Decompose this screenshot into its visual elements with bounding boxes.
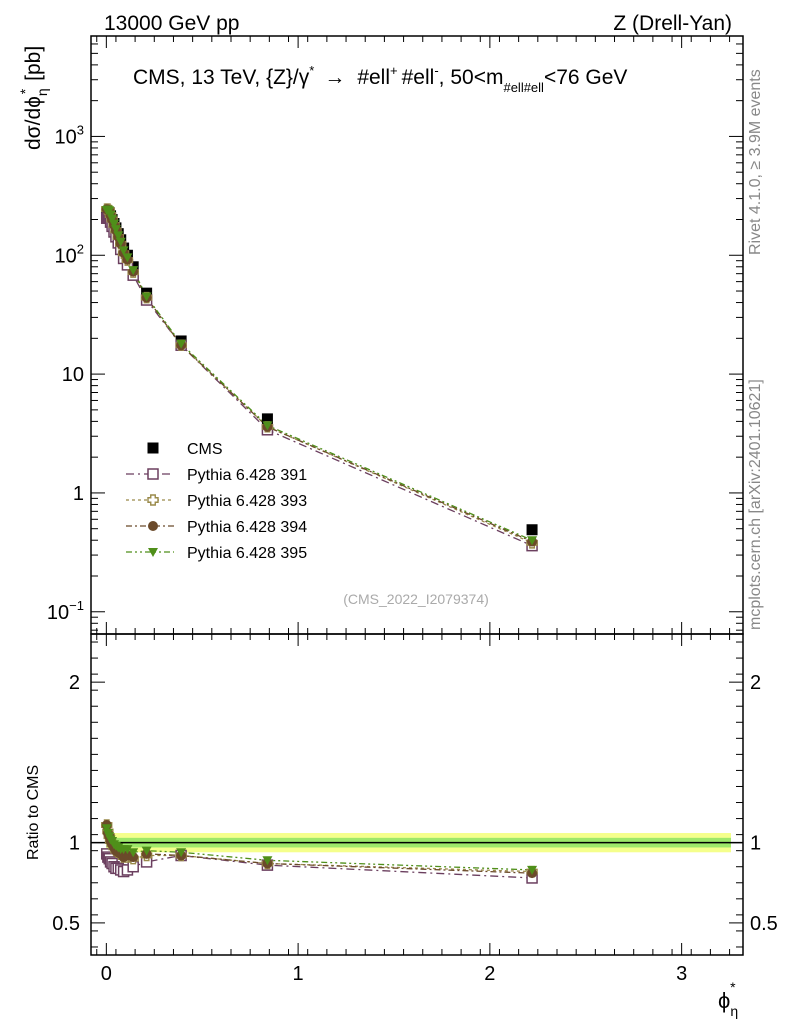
plot-title-l1sup: + bbox=[390, 63, 398, 78]
ylabel-top-main: dσ/dϕ bbox=[22, 96, 45, 150]
header-right: Z (Drell-Yan) bbox=[613, 12, 732, 35]
point-p395 bbox=[122, 253, 133, 263]
y-tick-label: 10 bbox=[62, 364, 84, 386]
point-p395 bbox=[110, 225, 121, 235]
ylabel-bottom: Ratio to CMS bbox=[25, 765, 42, 860]
ylabel-top-unit: [pb] bbox=[22, 46, 45, 81]
ratio-point-p395 bbox=[122, 845, 133, 855]
ratio-point-p395 bbox=[128, 848, 139, 858]
xlabel-main: ϕ bbox=[718, 988, 730, 1013]
plot-title-mass-sub: #ell#ell bbox=[503, 80, 544, 95]
y-tick-label: 102 bbox=[55, 241, 84, 267]
point-p395 bbox=[109, 219, 120, 229]
xlabel-sub: η bbox=[730, 1003, 738, 1019]
ratio-tick-label: 2 bbox=[69, 672, 80, 694]
plot-title-mass-b: <76 GeV bbox=[544, 66, 627, 89]
legend-marker-p395 bbox=[148, 548, 158, 557]
ratio-tick-label: 0.5 bbox=[52, 913, 80, 935]
legend-marker-p393 bbox=[147, 494, 159, 506]
point-p395 bbox=[113, 231, 124, 241]
ratio-point-p395 bbox=[141, 846, 152, 856]
watermark: (CMS_2022_I2079374) bbox=[343, 591, 489, 607]
ratio-point-p395 bbox=[527, 865, 538, 875]
ylabel-top-sub: η bbox=[34, 88, 50, 96]
x-tick-label: 0 bbox=[101, 963, 112, 985]
point-p395 bbox=[115, 237, 126, 247]
point-p395 bbox=[527, 536, 538, 546]
legend-label-p391: Pythia 6.428 391 bbox=[187, 467, 307, 484]
series-line-p391 bbox=[106, 216, 533, 547]
series-line-p394 bbox=[106, 208, 533, 543]
bottom-frame bbox=[90, 633, 744, 956]
plot-title-mass-a: , 50<m bbox=[439, 66, 504, 89]
series-line-p395 bbox=[106, 208, 533, 541]
legend-marker-p394 bbox=[148, 521, 158, 531]
legend: CMS Pythia 6.428 391 Pythia 6.428 393 Pythi… bbox=[126, 441, 307, 562]
point-CMS bbox=[261, 413, 273, 425]
legend-marker-p391 bbox=[147, 468, 159, 480]
legend-label-p393: Pythia 6.428 393 bbox=[187, 493, 307, 510]
point-CMS bbox=[526, 524, 538, 536]
ylabel-top-sup: * bbox=[17, 88, 33, 94]
ratio-tick-label-right: 2 bbox=[750, 672, 761, 694]
plot-title: CMS, 13 TeV, {Z}/γ* → #ell+ #ell-, 50<m#ell… bbox=[133, 63, 627, 95]
plot-title-main: CMS, 13 TeV, {Z}/γ bbox=[133, 66, 310, 89]
xlabel-sup: * bbox=[730, 979, 736, 995]
ratio-tick-label: 1 bbox=[69, 833, 80, 855]
ratio-tick-label-right: 1 bbox=[750, 833, 761, 855]
plot-title-l1: #ell bbox=[357, 66, 390, 89]
ylabel-top: dσ/dϕη* [pb] bbox=[17, 46, 50, 150]
plot-title-l2: #ell bbox=[402, 66, 435, 89]
ratio-panel bbox=[91, 833, 743, 853]
point-p395 bbox=[128, 266, 139, 276]
y-tick-label: 103 bbox=[55, 122, 84, 148]
y-tick-label: 1 bbox=[73, 483, 84, 505]
legend-label-p394: Pythia 6.428 394 bbox=[187, 519, 307, 536]
legend-label-p395: Pythia 6.428 395 bbox=[187, 545, 307, 562]
point-p395 bbox=[176, 339, 187, 349]
y-tick-label: 10−1 bbox=[47, 598, 84, 624]
ratio-point-p395 bbox=[262, 856, 273, 866]
point-p395 bbox=[141, 292, 152, 302]
plot-title-star: * bbox=[309, 63, 314, 78]
plot-title-l2sup: - bbox=[434, 63, 438, 78]
legend-marker-CMS bbox=[147, 442, 159, 454]
ratio-tick-label-right: 0.5 bbox=[750, 913, 778, 935]
ratio-point-p395 bbox=[176, 848, 187, 858]
x-tick-label: 1 bbox=[293, 963, 304, 985]
x-tick-label: 2 bbox=[484, 963, 495, 985]
rivet-label: Rivet 4.1.0, ≥ 3.9M events bbox=[747, 69, 764, 255]
header-left: 13000 GeV pp bbox=[104, 12, 239, 35]
ratio-point-p395 bbox=[101, 824, 112, 834]
plot-title-arrow: → bbox=[324, 66, 345, 89]
legend-label-CMS: CMS bbox=[187, 441, 223, 458]
series-line-p393 bbox=[106, 208, 533, 544]
point-p395 bbox=[107, 214, 118, 224]
x-tick-label: 3 bbox=[676, 963, 687, 985]
mcplots-label: mcplots.cern.ch [arXiv:2401.10621] bbox=[747, 379, 764, 630]
point-p395 bbox=[262, 421, 273, 431]
point-p395 bbox=[118, 246, 129, 256]
xlabel: ϕη * bbox=[718, 979, 738, 1019]
